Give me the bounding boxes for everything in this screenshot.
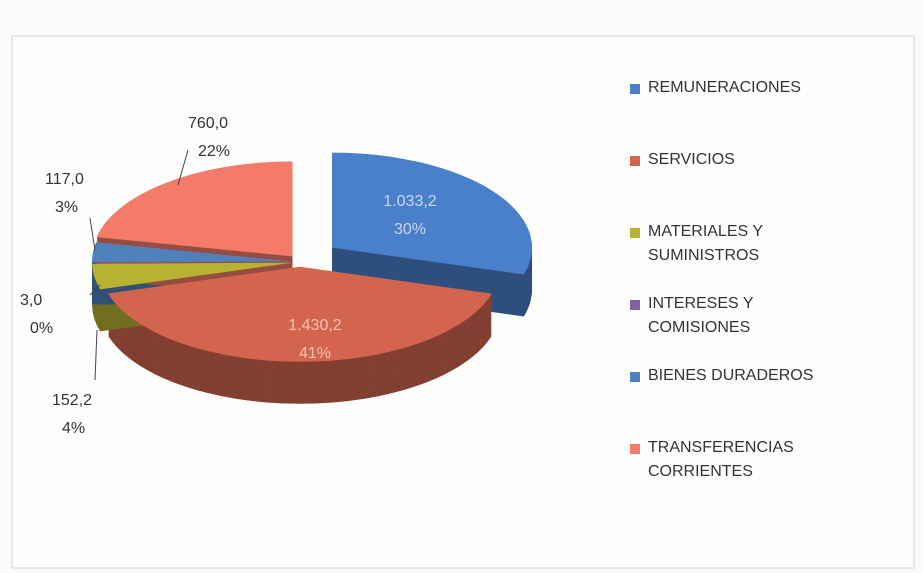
value-label: 760,0 — [188, 115, 228, 132]
legend-item: SERVICIOS — [630, 148, 910, 220]
percent-label: 0% — [30, 320, 53, 337]
legend-label: BIENES DURADEROS — [648, 367, 814, 384]
slice — [92, 262, 293, 264]
legend-swatch — [630, 156, 640, 166]
legend-swatch — [630, 444, 640, 454]
legend-label: INTERESES Y COMISIONES — [648, 295, 754, 336]
percent-label: 22% — [198, 143, 230, 160]
leader-line — [177, 149, 189, 186]
legend-label: MATERIALES Y SUMINISTROS — [648, 223, 763, 264]
value-label: 3,0 — [20, 292, 42, 309]
percent-label: 30% — [394, 221, 426, 238]
value-label: 117,0 — [45, 171, 84, 188]
slice — [92, 242, 293, 263]
slice — [96, 161, 293, 257]
legend: REMUNERACIONES SERVICIOS MATERIALES Y SUMI… — [630, 76, 910, 508]
leader-line — [89, 284, 101, 296]
legend-item: REMUNERACIONES — [630, 76, 910, 148]
slice — [108, 266, 492, 362]
percent-label: 41% — [299, 345, 331, 362]
legend-swatch — [630, 84, 640, 94]
percent-label: 3% — [55, 199, 78, 216]
leader-line — [94, 329, 98, 381]
value-label: 152,2 — [52, 392, 92, 409]
legend-item: TRANSFERENCIAS CORRIENTES — [630, 436, 910, 508]
value-label: 1.033,2 — [383, 193, 436, 210]
legend-swatch — [630, 228, 640, 238]
slice — [332, 152, 533, 275]
legend-item: BIENES DURADEROS — [630, 364, 910, 436]
legend-item: INTERESES Y COMISIONES — [630, 292, 910, 364]
legend-swatch — [630, 372, 640, 382]
value-label: 1.430,2 — [288, 317, 341, 334]
legend-label: REMUNERACIONES — [648, 79, 801, 96]
legend-item: MATERIALES Y SUMINISTROS — [630, 220, 910, 292]
legend-label: SERVICIOS — [648, 151, 735, 168]
slice — [92, 262, 293, 290]
leader-line — [89, 217, 96, 251]
legend-swatch — [630, 300, 640, 310]
legend-label: TRANSFERENCIAS CORRIENTES — [648, 439, 794, 480]
percent-label: 4% — [62, 420, 85, 437]
